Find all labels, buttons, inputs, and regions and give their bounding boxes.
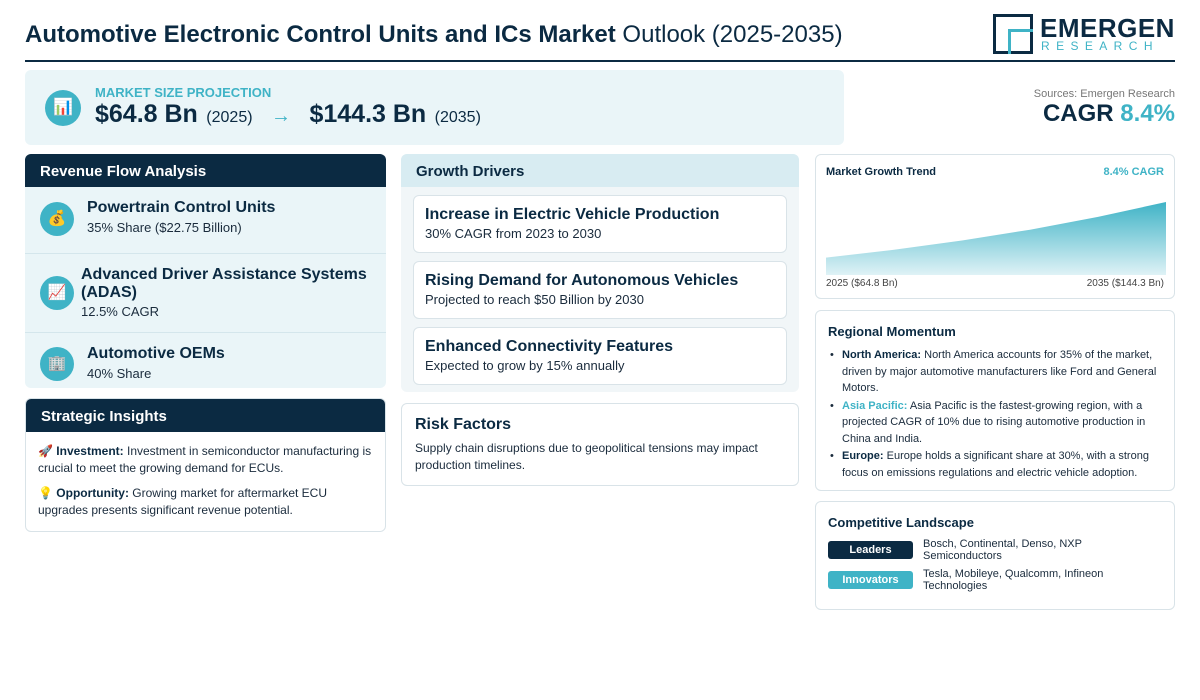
driver-detail: Projected to reach $50 Billion by 2030: [425, 292, 644, 307]
logo-square-icon: [993, 14, 1033, 54]
driver-title: Enhanced Connectivity Features: [425, 338, 674, 355]
market-growth-trend-panel: Market Growth Trend 8.4% CAGR 2025 ($64.…: [815, 154, 1175, 299]
trend-title: Market Growth Trend: [826, 166, 937, 178]
leaders-badge: Leaders: [828, 541, 913, 559]
competitive-landscape-title: Competitive Landscape: [828, 515, 974, 530]
region-item: Europe: Europe holds a significant share…: [828, 448, 1166, 481]
growth-drivers-panel: Growth Drivers Increase in Electric Vehi…: [401, 154, 799, 392]
projection-values: $64.8 Bn (2025) → $144.3 Bn (2035): [95, 100, 481, 129]
end-value: $144.3 Bn: [309, 100, 427, 128]
innovators-badge: Innovators: [828, 571, 913, 589]
insight-text: Investment in semiconductor manufacturin…: [38, 444, 372, 475]
insight-label: Investment:: [56, 444, 124, 458]
insight-label: Opportunity:: [56, 486, 129, 500]
region-item: Asia Pacific: Asia Pacific is the fastes…: [828, 398, 1166, 448]
trend-start-label: 2025 ($64.8 Bn): [826, 278, 898, 289]
start-year: (2025): [206, 109, 253, 126]
region-name: Europe:: [842, 450, 884, 462]
growth-drivers-title: Growth Drivers: [401, 154, 799, 187]
money-bag-icon: 💰: [40, 202, 74, 236]
market-size-projection: 📊 MARKET SIZE PROJECTION $64.8 Bn (2025)…: [25, 70, 844, 145]
region-name: Asia Pacific:: [842, 399, 908, 412]
region-text: Europe holds a significant share at 30%,…: [842, 450, 1149, 479]
insight-item: 💡 Opportunity: Growing market for afterm…: [26, 485, 385, 519]
risk-factors-panel: Risk Factors Supply chain disruptions du…: [401, 403, 799, 486]
projection-label: MARKET SIZE PROJECTION: [95, 85, 272, 100]
rocket-icon: 🚀: [38, 444, 53, 458]
chart-up-icon: 📈: [40, 276, 74, 310]
page-title: Automotive Electronic Control Units and …: [25, 21, 843, 49]
sources-note: Sources: Emergen Research: [1033, 88, 1175, 100]
risk-factors-title: Risk Factors: [415, 416, 512, 433]
insight-text: Growing market for aftermarket ECU upgra…: [38, 486, 328, 517]
driver-card: Enhanced Connectivity Features Expected …: [413, 327, 787, 385]
strategic-insights-panel: Strategic Insights 🚀 Investment: Investm…: [25, 398, 386, 532]
driver-detail: 30% CAGR from 2023 to 2030: [425, 226, 602, 241]
bar-chart-icon: 📊: [45, 90, 81, 126]
region-name: North America:: [842, 349, 922, 361]
driver-card: Increase in Electric Vehicle Production …: [413, 195, 787, 253]
revenue-item-name: Automotive OEMs: [87, 345, 225, 362]
lightbulb-icon: 💡: [38, 486, 53, 500]
regional-momentum-panel: Regional Momentum North America: North A…: [815, 310, 1175, 491]
revenue-item: 💰 Powertrain Control Units 35% Share ($2…: [25, 187, 386, 254]
revenue-item-detail: 35% Share ($22.75 Billion): [87, 220, 242, 235]
trend-area-chart: [826, 202, 1166, 275]
innovators-list: Tesla, Mobileye, Qualcomm, Infineon Tech…: [923, 568, 1104, 592]
arrow-right-icon: →: [271, 105, 291, 127]
revenue-item-name: Powertrain Control Units: [87, 199, 276, 216]
region-item: North America: North America accounts fo…: [828, 347, 1166, 397]
cagr-headline: CAGR 8.4%: [1043, 100, 1175, 128]
header: Automotive Electronic Control Units and …: [25, 12, 1175, 62]
revenue-item: 📈 Advanced Driver Assistance Systems (AD…: [25, 254, 386, 333]
cagr-value: 8.4%: [1120, 100, 1175, 127]
logo-subtitle: RESEARCH: [1041, 39, 1159, 53]
page-title-bold: Automotive Electronic Control Units and …: [25, 21, 616, 48]
leaders-list: Bosch, Continental, Denso, NXP Semicondu…: [923, 538, 1082, 562]
end-year: (2035): [434, 109, 481, 126]
logo-name: EMERGEN: [1040, 13, 1175, 43]
start-value: $64.8 Bn: [95, 100, 198, 128]
competitive-landscape-panel: Competitive Landscape Leaders Bosch, Con…: [815, 501, 1175, 610]
emergen-logo: EMERGEN RESEARCH: [993, 13, 1174, 56]
driver-title: Increase in Electric Vehicle Production: [425, 206, 720, 223]
cagr-label: CAGR: [1042, 100, 1114, 127]
revenue-item: 🏢 Automotive OEMs 40% Share: [25, 333, 386, 388]
driver-detail: Expected to grow by 15% annually: [425, 358, 625, 373]
region-text: North America accounts for 35% of the ma…: [842, 349, 1157, 394]
revenue-flow-title: Revenue Flow Analysis: [25, 154, 386, 187]
region-list: North America: North America accounts fo…: [828, 347, 1166, 482]
revenue-item-detail: 40% Share: [87, 366, 152, 381]
strategic-insights-title: Strategic Insights: [26, 399, 385, 432]
region-text: Asia Pacific is the fastest-growing regi…: [842, 399, 1146, 445]
revenue-item-detail: 12.5% CAGR: [81, 304, 160, 319]
office-building-icon: 🏢: [40, 347, 74, 381]
trend-cagr: 8.4% CAGR: [1103, 166, 1164, 178]
page-title-rest: Outlook (2025-2035): [622, 21, 843, 48]
insight-item: 🚀 Investment: Investment in semiconducto…: [26, 443, 385, 477]
trend-end-label: 2035 ($144.3 Bn): [1086, 278, 1164, 289]
driver-card: Rising Demand for Autonomous Vehicles Pr…: [413, 261, 787, 319]
driver-title: Rising Demand for Autonomous Vehicles: [425, 272, 739, 289]
revenue-flow-panel: Revenue Flow Analysis 💰 Powertrain Contr…: [25, 154, 386, 388]
risk-factors-text: Supply chain disruptions due to geopolit…: [415, 441, 758, 472]
revenue-item-name: Advanced Driver Assistance Systems (ADAS…: [81, 266, 367, 301]
trend-area: [826, 202, 1166, 275]
regional-momentum-title: Regional Momentum: [828, 324, 956, 339]
